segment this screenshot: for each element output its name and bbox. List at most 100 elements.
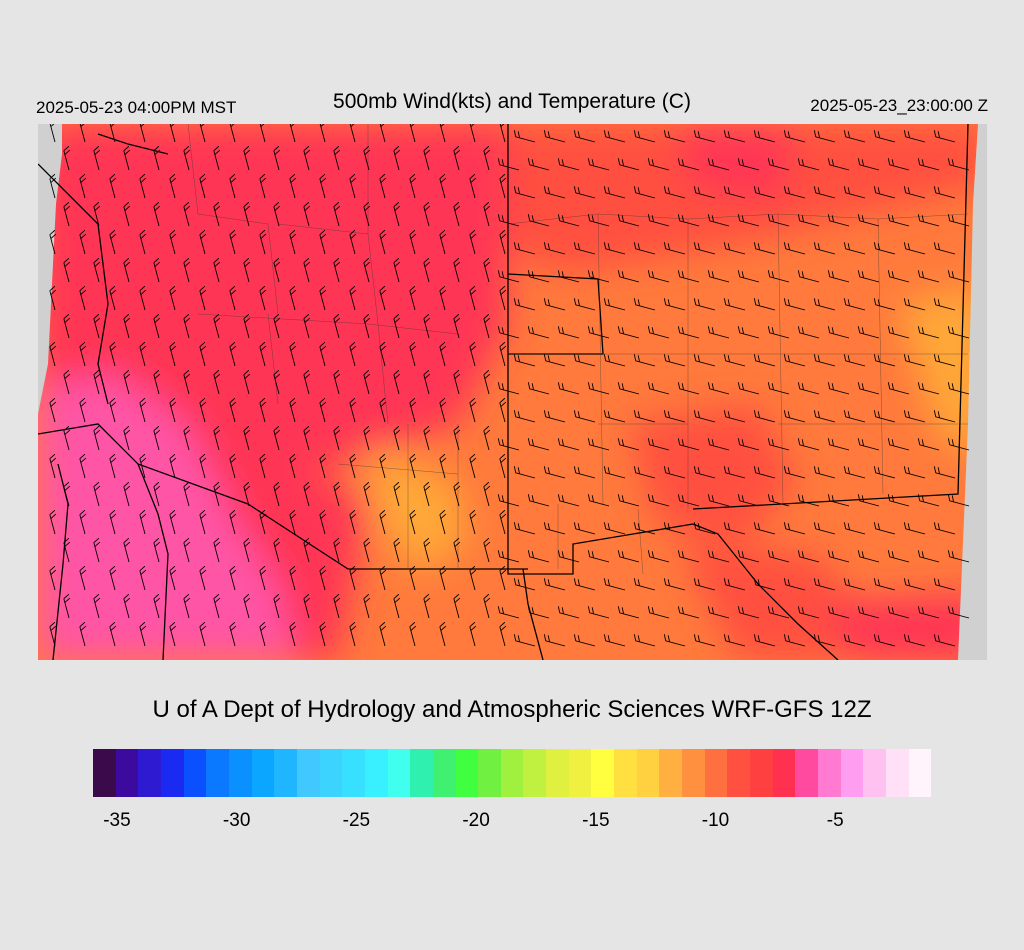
colorbar-swatch [183, 749, 207, 797]
wind-barb [49, 285, 57, 311]
wind-barb [319, 229, 327, 255]
wind-barb [947, 494, 970, 507]
wind-barb [903, 578, 926, 591]
wind-barb [439, 173, 447, 199]
wind-barb [79, 285, 87, 311]
wind-barb [573, 466, 596, 479]
wind-barb [229, 453, 237, 479]
wind-barb [109, 285, 117, 311]
wind-barb [409, 124, 417, 143]
wind-barb [647, 326, 670, 339]
wind-barb [153, 537, 161, 563]
wind-barb [707, 550, 730, 563]
wind-barb [259, 509, 267, 535]
wind-barb [333, 369, 341, 395]
wind-barb [527, 382, 550, 395]
wind-barb [409, 173, 417, 199]
wind-barb [319, 173, 327, 199]
colorbar-swatch [908, 749, 932, 797]
wind-barb [947, 158, 970, 171]
wind-barb [379, 621, 387, 647]
wind-barb [767, 550, 790, 563]
wind-barb [499, 124, 507, 143]
wind-barb [603, 298, 626, 311]
wind-barb [903, 410, 926, 423]
wind-barb [243, 593, 251, 619]
wind-barb [349, 565, 357, 591]
wind-barb [289, 509, 297, 535]
wind-barb [259, 565, 267, 591]
wind-barb [647, 382, 670, 395]
wind-barb [633, 130, 656, 143]
wind-barb [303, 537, 311, 563]
wind-barb [857, 550, 880, 563]
wind-barb [767, 270, 790, 283]
wind-barb [543, 466, 566, 479]
wind-barb [303, 145, 311, 171]
wind-barb [723, 522, 746, 535]
wind-barb [139, 229, 147, 255]
wind-barb [183, 257, 191, 283]
wind-barb [49, 341, 57, 367]
wind-barb [783, 522, 806, 535]
wind-barb [527, 494, 550, 507]
wind-barb [183, 425, 191, 451]
wind-barb [153, 425, 161, 451]
wind-barb [153, 593, 161, 619]
wind-barb [259, 397, 267, 423]
wind-barb [873, 634, 896, 647]
wind-barb [483, 145, 491, 171]
wind-barb [213, 593, 221, 619]
wind-barb [213, 257, 221, 283]
border-line [38, 163, 109, 405]
wind-barb [453, 313, 461, 339]
wind-barb [183, 201, 191, 227]
wind-barb [587, 382, 610, 395]
wind-barb [379, 341, 387, 367]
wind-barb [903, 186, 926, 199]
wind-barb [409, 341, 417, 367]
wind-barb [439, 397, 447, 423]
wind-barb [513, 522, 536, 535]
wind-barb [663, 466, 686, 479]
colorbar-swatch [750, 749, 773, 797]
colorbar-swatch [704, 749, 728, 797]
wind-barb [737, 326, 760, 339]
county-line [637, 508, 644, 575]
county-line [187, 124, 279, 315]
wind-barb [469, 285, 477, 311]
wind-barb [663, 522, 686, 535]
wind-barb [947, 550, 970, 563]
wind-barb [319, 565, 327, 591]
wind-barb [617, 550, 640, 563]
wind-barb [273, 425, 281, 451]
wind-barb [557, 214, 580, 227]
wind-barb [213, 145, 221, 171]
wind-barb [903, 298, 926, 311]
ocean-region [958, 124, 987, 660]
wind-barb [139, 565, 147, 591]
wind-barb [497, 606, 520, 619]
wind-barb [109, 173, 117, 199]
wind-barb [767, 326, 790, 339]
wind-barb [873, 466, 896, 479]
temperature-region [368, 444, 468, 574]
wind-barb [813, 410, 836, 423]
wind-barb [439, 341, 447, 367]
wind-barb [333, 537, 341, 563]
county-line [267, 313, 279, 405]
wind-barb [573, 410, 596, 423]
wind-barb [139, 341, 147, 367]
wind-barb [243, 425, 251, 451]
wind-barb [633, 186, 656, 199]
wind-barb [213, 425, 221, 451]
wind-barb [947, 326, 970, 339]
wind-barb [557, 158, 580, 171]
wind-barb [737, 550, 760, 563]
wind-barb [409, 621, 417, 647]
wind-barb [483, 257, 491, 283]
wind-barb [767, 158, 790, 171]
wind-barb [933, 410, 956, 423]
wind-barb [603, 466, 626, 479]
wind-barb [603, 354, 626, 367]
